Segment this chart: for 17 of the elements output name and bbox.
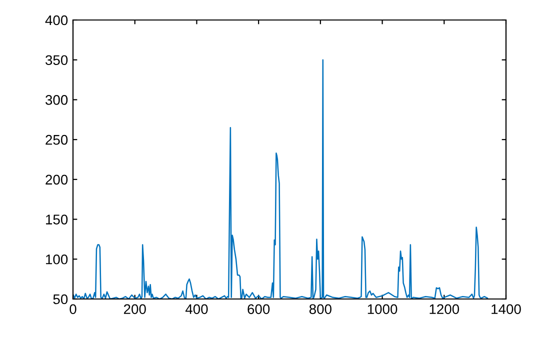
x-tick-label: 0 (70, 304, 76, 314)
line-series (73, 59, 488, 299)
y-tick-label: 300 (46, 95, 68, 105)
y-tick-label: 350 (46, 55, 68, 66)
y-tick-label: 50 (53, 294, 68, 304)
x-tick-label: 1200 (430, 304, 460, 314)
x-tick-label: 1400 (492, 304, 521, 314)
y-tick-label: 400 (45, 15, 68, 26)
x-tick-label: 1000 (368, 304, 398, 314)
x-tick-label: 800 (309, 304, 332, 314)
y-tick-label: 150 (46, 214, 68, 224)
y-tick-label: 100 (46, 254, 68, 264)
y-tick-label: 250 (46, 134, 68, 145)
x-tick-label: 400 (185, 304, 208, 314)
x-tick-label: 200 (124, 304, 146, 314)
y-tick-label: 200 (46, 174, 68, 185)
x-tick-label: 600 (248, 304, 270, 314)
